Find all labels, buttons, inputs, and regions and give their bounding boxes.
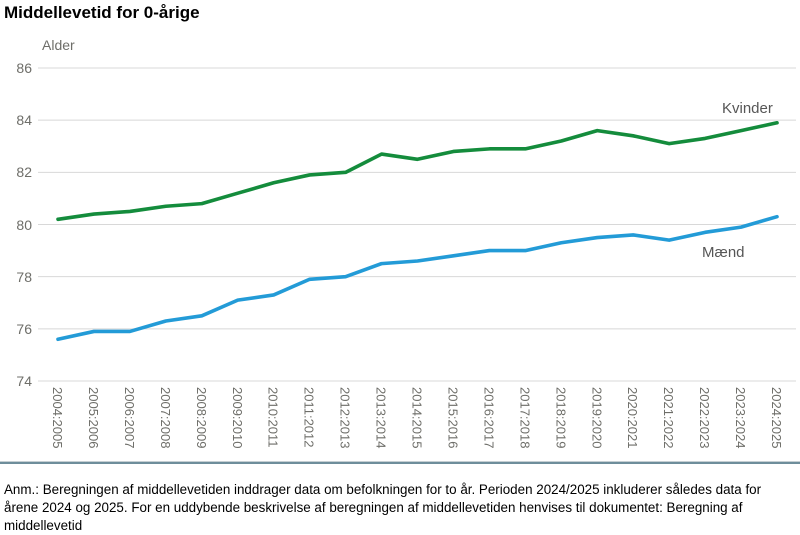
x-tick-label: 2022:2023: [697, 387, 713, 449]
series-label-kvinder: Kvinder: [722, 100, 773, 117]
x-tick-label: 2005:2006: [85, 387, 101, 449]
x-tick-label: 2012:2013: [337, 387, 353, 449]
x-tick-label: 2004:2005: [50, 387, 65, 449]
footnote: Anm.: Beregningen af middellevetiden ind…: [4, 482, 762, 534]
y-tick-label-80: 80: [16, 216, 32, 233]
y-tick-label-82: 82: [16, 164, 32, 181]
x-tick-label: 2013:2014: [373, 387, 389, 449]
series-label-maend: Mænd: [702, 244, 745, 261]
y-tick-label-84: 84: [16, 112, 32, 129]
line-mænd: [56, 214, 779, 342]
x-tick-label: 2006:2007: [121, 387, 137, 449]
x-tick-label: 2016:2017: [481, 387, 497, 449]
line-kvinder: [56, 120, 779, 222]
y-axis-title: Alder: [42, 37, 75, 53]
y-tick-label-74: 74: [16, 373, 32, 389]
x-tick-label: 2014:2015: [409, 387, 425, 449]
y-tick-label-86: 86: [16, 60, 32, 76]
x-tick-label: 2017:2018: [517, 387, 533, 449]
x-tick-label: 2007:2008: [157, 387, 173, 449]
x-tick-label: 2020:2021: [625, 387, 641, 449]
x-tick-label: 2023:2024: [733, 387, 749, 449]
x-tick-label: 2019:2020: [589, 387, 605, 449]
chart-title: Middellevetid for 0-årige: [4, 3, 200, 22]
footnote-separator: [0, 461, 800, 464]
x-tick-label: 2009:2010: [229, 387, 245, 449]
x-tick-label: 2010:2011: [265, 387, 281, 448]
x-tick-label: 2008:2009: [193, 387, 209, 449]
x-tick-label: 2021:2022: [661, 387, 677, 449]
x-tick-label: 2024:2025: [769, 387, 784, 449]
y-tick-label-76: 76: [16, 320, 32, 337]
plot-area: [38, 67, 796, 382]
x-tick-label: 2018:2019: [553, 387, 569, 449]
y-tick-label-78: 78: [16, 268, 32, 285]
x-tick-label: 2011:2012: [301, 387, 317, 448]
x-tick-label: 2015:2016: [445, 387, 461, 449]
